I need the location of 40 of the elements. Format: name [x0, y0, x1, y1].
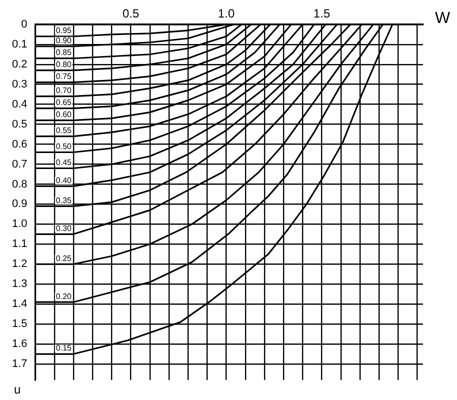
y-tick-label: 0.2: [12, 58, 28, 70]
y-tick-label: 1.4: [12, 298, 28, 310]
series-label: 0.95: [56, 26, 72, 36]
y-tick-label: 1.3: [12, 278, 28, 290]
x-tick-label: 1.0: [218, 6, 235, 21]
series-label: 0.55: [56, 126, 72, 135]
y-tick-label: 0.4: [12, 98, 28, 110]
series-label: 0.65: [56, 98, 72, 108]
y-tick-label: 0: [21, 18, 28, 30]
y-tick-label: 0.7: [12, 158, 28, 170]
series-label: 0.45: [56, 158, 72, 167]
series-label: 0.90: [56, 36, 72, 46]
series-label: 0.35: [56, 196, 72, 205]
series-label: 0.15: [56, 344, 72, 353]
y-tick-label: 0.8: [12, 178, 28, 190]
y-tick-label: 0.5: [12, 118, 28, 130]
series-label: 0.40: [56, 176, 72, 185]
y-tick-label: 1.0: [12, 218, 28, 230]
series-label: 0.30: [56, 224, 72, 233]
series-label: 0.60: [56, 110, 72, 119]
series-label: 0.25: [56, 254, 72, 263]
series-label: 0.85: [56, 48, 72, 58]
y-tick-label: 0.1: [12, 38, 28, 50]
x-tick-label: 0.5: [122, 6, 140, 21]
y-tick-label: 1.6: [12, 338, 28, 350]
x-tick-label: 1.5: [313, 6, 330, 21]
y-tick-label: 0.9: [12, 198, 28, 210]
x-axis-title: W: [435, 10, 451, 27]
series-label: 0.80: [56, 60, 72, 70]
series-label: 0.20: [56, 292, 72, 301]
y-axis-title: u: [14, 382, 21, 396]
y-tick-label: 0.3: [12, 78, 28, 90]
y-tick-label: 0.6: [12, 138, 28, 150]
y-tick-label: 1.2: [12, 258, 28, 270]
series-label: 0.50: [56, 142, 72, 151]
y-tick-label: 1.5: [12, 318, 28, 330]
series-label: 0.70: [56, 86, 72, 96]
y-tick-label: 1.1: [12, 238, 28, 250]
y-tick-label: 1.7: [12, 358, 28, 370]
series-label: 0.75: [56, 72, 72, 82]
